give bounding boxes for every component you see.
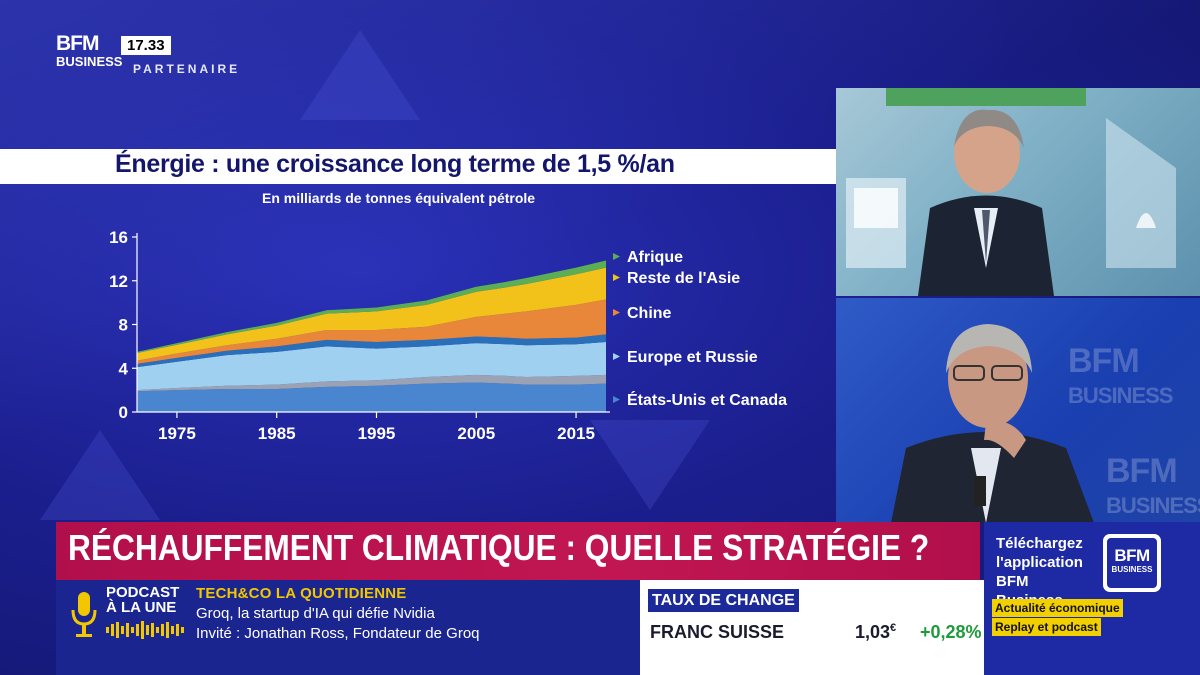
area-series-2 <box>137 342 606 391</box>
app-promo <box>984 522 1200 675</box>
x-tick-label: 1995 <box>358 424 396 443</box>
legend-label: Europe et Russie <box>627 349 758 366</box>
watermark-line1: BFM <box>1068 342 1140 380</box>
background-triangle <box>300 30 420 120</box>
y-tick-label: 8 <box>119 316 128 335</box>
currency-change: +0,28% <box>920 622 982 642</box>
watermark: BFM BUSINESS <box>1068 344 1173 408</box>
podcast-label: PODCAST À LA UNE <box>106 584 180 616</box>
legend-marker <box>613 396 620 403</box>
logo-bfm: BFM <box>56 32 100 55</box>
logo-business: BUSINESS <box>56 54 123 69</box>
clock: 17.33 <box>121 36 171 55</box>
legend-label: États-Unis et Canada <box>627 390 787 409</box>
currency-name: FRANC SUISSE <box>650 622 785 642</box>
video-decor-bar <box>886 88 1086 106</box>
legend-marker <box>613 309 620 316</box>
chart-title-band <box>0 149 836 184</box>
show-title: TECH&CO LA QUOTIDIENNE <box>196 585 407 602</box>
promo-tag-replay: Replay et podcast <box>992 618 1101 636</box>
guest-bottom-illustration <box>891 324 1094 523</box>
chart-subtitle: En milliards de tonnes équivalent pétrol… <box>262 190 536 206</box>
app-logo-bfm: BFM <box>1114 546 1150 565</box>
watermark-line2: BUSINESS <box>1106 492 1200 518</box>
area-series-5 <box>137 267 606 361</box>
y-tick-label: 4 <box>119 359 129 378</box>
legend-label: Afrique <box>627 249 683 266</box>
x-tick-label: 2005 <box>457 424 495 443</box>
app-logo-icon: BFM BUSINESS <box>1103 534 1161 592</box>
legend-marker <box>613 353 620 360</box>
audio-waveform-icon <box>106 621 184 639</box>
x-tick-label: 1985 <box>258 424 296 443</box>
watermark-line2: BUSINESS <box>1068 382 1173 408</box>
guest-top-illustration <box>846 109 1176 296</box>
chart-title: Énergie : une croissance long terme de 1… <box>115 150 675 178</box>
y-tick-label: 16 <box>109 228 128 247</box>
legend-label: Reste de l'Asie <box>627 270 740 287</box>
x-tick-label: 2015 <box>557 424 595 443</box>
watermark-line1: BFM <box>1106 452 1178 490</box>
area-series-4 <box>137 299 606 364</box>
video-guest-bottom: BFM BUSINESS BFM BUSINESS <box>836 298 1200 523</box>
watermark: BFM BUSINESS <box>1106 454 1200 518</box>
show-line-2: Invité : Jonathan Ross, Fondateur de Gro… <box>196 625 480 642</box>
promo-tag-news: Actualité économique <box>992 599 1123 617</box>
y-tick-label: 0 <box>119 403 128 422</box>
headline: RÉCHAUFFEMENT CLIMATIQUE : QUELLE STRATÉ… <box>68 527 930 568</box>
app-logo-business: BUSINESS <box>1111 565 1153 574</box>
x-tick-label: 1975 <box>158 424 196 443</box>
currency-value-number: 1,03 <box>855 622 891 642</box>
partner-label: PARTENAIRE <box>133 62 241 76</box>
area-series-1 <box>137 374 606 392</box>
y-tick-label: 12 <box>109 272 128 291</box>
currency-unit: € <box>890 622 897 634</box>
currency-value: 1,03€ <box>855 622 896 643</box>
exchange-rate-title: TAUX DE CHANGE <box>648 589 799 612</box>
background-triangle <box>40 430 160 520</box>
video-guest-top <box>836 88 1200 296</box>
area-series-0 <box>137 382 606 412</box>
microphone-icon <box>71 592 97 637</box>
legend-label: Chine <box>627 305 672 322</box>
headline-band <box>56 522 980 580</box>
area-series-3 <box>137 334 606 368</box>
show-line-1: Groq, la startup d'IA qui défie Nvidia <box>196 605 435 622</box>
app-logo-inner: BFM BUSINESS <box>1107 538 1157 588</box>
legend-marker <box>613 253 620 260</box>
channel-logo: BFM BUSINESS <box>56 33 122 68</box>
energy-chart: 0 4 8 12 16 1975 1985 1995 2005 2015 Afrique Reste … <box>109 228 787 443</box>
legend-marker <box>613 274 620 281</box>
